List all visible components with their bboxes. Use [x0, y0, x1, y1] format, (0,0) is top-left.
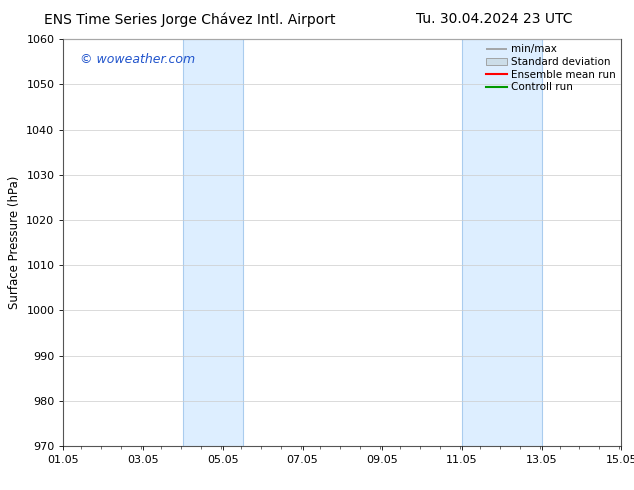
Bar: [183, 39, 243, 446]
Text: ENS Time Series Jorge Chávez Intl. Airport: ENS Time Series Jorge Chávez Intl. Airpo…: [44, 12, 336, 27]
Text: © woweather.com: © woweather.com: [80, 53, 195, 67]
Text: Tu. 30.04.2024 23 UTC: Tu. 30.04.2024 23 UTC: [417, 12, 573, 26]
Legend: min/max, Standard deviation, Ensemble mean run, Controll run: min/max, Standard deviation, Ensemble me…: [484, 42, 618, 94]
Bar: [462, 39, 541, 446]
Y-axis label: Surface Pressure (hPa): Surface Pressure (hPa): [8, 176, 21, 309]
